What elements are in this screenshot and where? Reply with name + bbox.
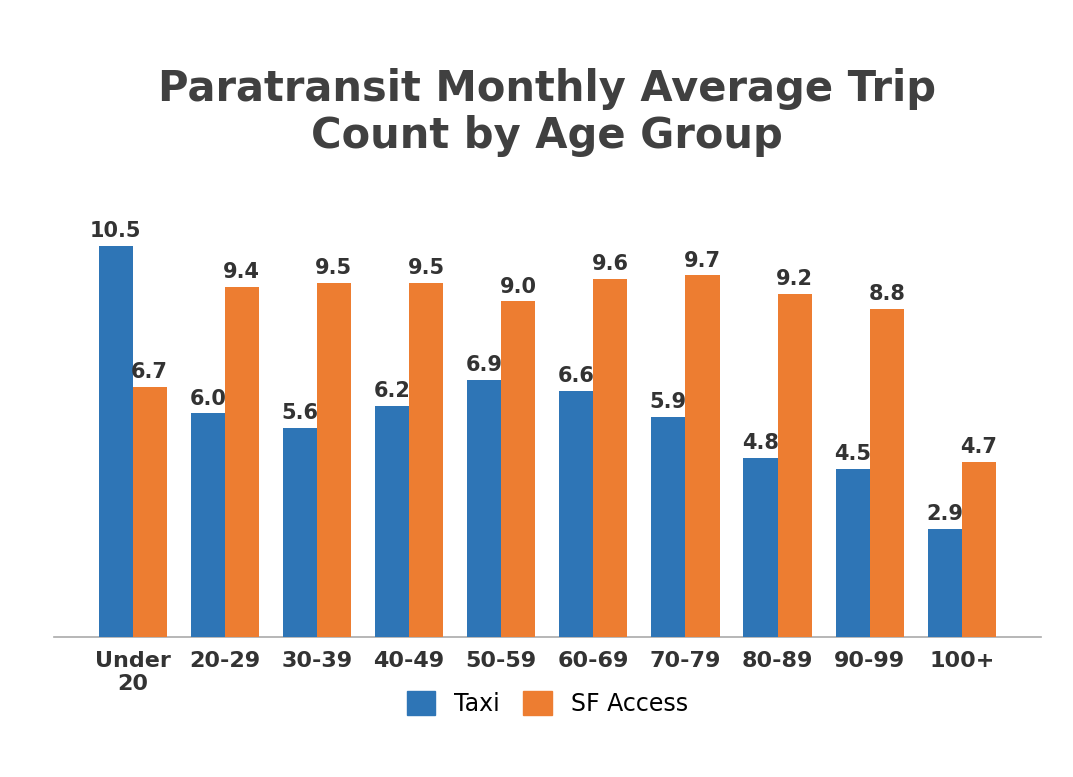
Text: 10.5: 10.5 [90,221,142,241]
Bar [317,283,351,637]
Text: 9.4: 9.4 [223,262,261,282]
Text: 4.7: 4.7 [960,437,997,457]
Bar [870,309,903,637]
Text: 6.0: 6.0 [189,388,226,409]
Bar [686,275,720,637]
Text: 6.2: 6.2 [373,381,410,401]
Text: 9.7: 9.7 [684,250,721,270]
Text: 2.9: 2.9 [926,504,964,524]
Text: 6.7: 6.7 [131,362,168,382]
Bar [374,406,409,637]
Bar [593,279,628,637]
Bar [928,529,961,637]
Text: 4.8: 4.8 [743,434,779,453]
Bar [283,428,317,637]
Bar [501,301,535,637]
Text: 9.2: 9.2 [776,269,813,289]
Text: 5.9: 5.9 [650,392,687,413]
Legend: Taxi, SF Access: Taxi, SF Access [395,679,700,728]
Bar [961,462,996,637]
Text: 9.0: 9.0 [500,277,536,297]
Bar [744,458,778,637]
Text: 9.6: 9.6 [592,254,629,274]
Bar [778,294,811,637]
Bar [651,417,686,637]
Text: 4.5: 4.5 [834,444,871,465]
Bar [99,246,133,637]
Bar [191,413,224,637]
Text: 9.5: 9.5 [408,258,444,278]
Text: Count by Age Group: Count by Age Group [311,115,783,157]
Bar [836,469,870,637]
Text: 6.6: 6.6 [558,366,594,386]
Bar [467,380,501,637]
Bar [559,391,593,637]
Text: 6.9: 6.9 [466,355,502,375]
Bar [224,287,259,637]
Bar [409,283,443,637]
Text: 5.6: 5.6 [281,403,319,423]
Bar [133,387,166,637]
Text: Paratransit Monthly Average Trip: Paratransit Monthly Average Trip [158,68,937,110]
Text: 9.5: 9.5 [315,258,353,278]
Text: 8.8: 8.8 [868,284,906,304]
